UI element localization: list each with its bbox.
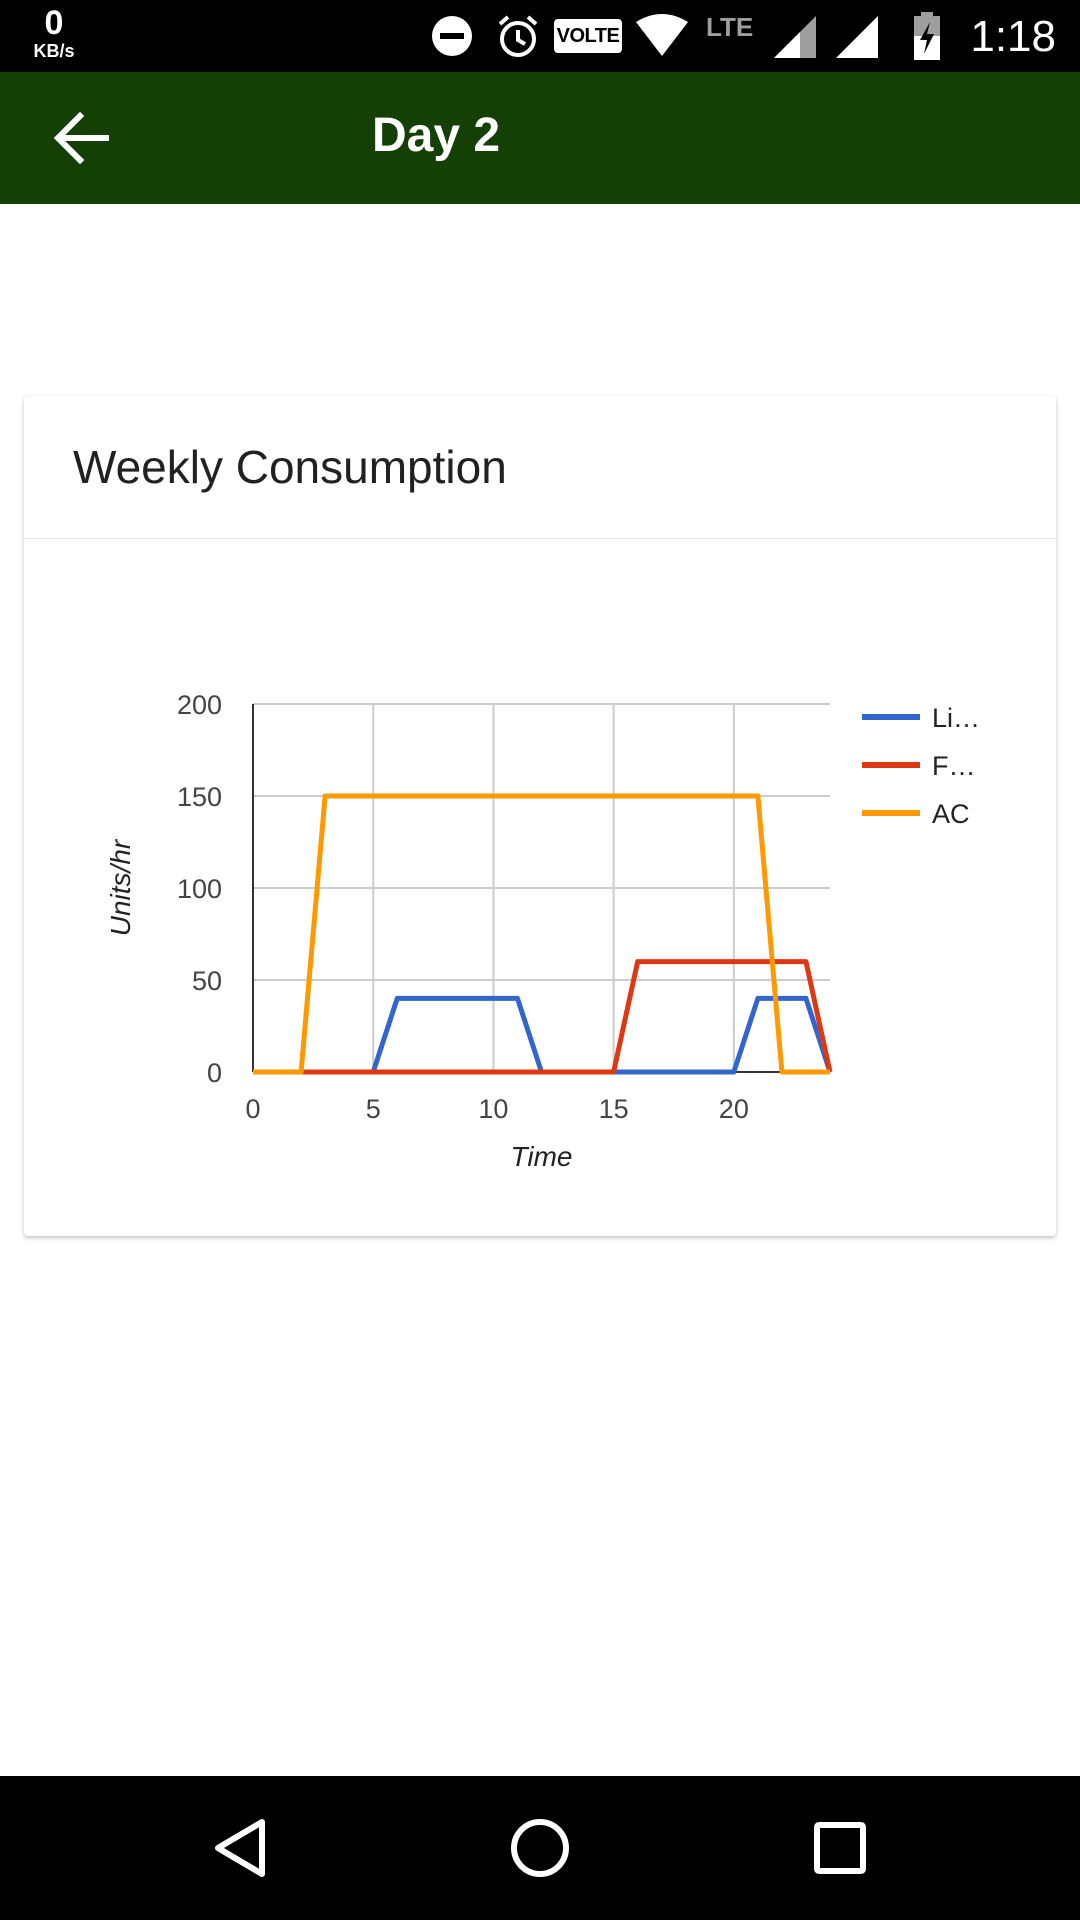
x-tick-label: 5 <box>366 1094 381 1124</box>
x-axis-title: Time <box>511 1141 573 1172</box>
alarm-icon <box>498 15 538 57</box>
y-tick-label: 150 <box>177 782 222 812</box>
app-bar: Day 2 <box>0 72 1080 204</box>
x-tick-label: 0 <box>245 1094 260 1124</box>
series-line-0 <box>253 995 833 1075</box>
x-tick-label: 10 <box>478 1094 508 1124</box>
battery-charging-icon <box>914 12 940 60</box>
network-speed: 0 KB/s <box>26 6 82 60</box>
network-speed-unit: KB/s <box>33 41 75 61</box>
status-bar: 0 KB/s VOLTE LTE 1:18 <box>0 0 1080 72</box>
nav-back-button[interactable] <box>190 1800 290 1896</box>
y-tick-label: 100 <box>177 874 222 904</box>
network-speed-value: 0 <box>44 4 64 42</box>
nav-home-icon <box>511 1819 569 1877</box>
card-header: Weekly Consumption <box>24 396 1056 539</box>
do-not-disturb-icon <box>432 16 472 56</box>
y-axis-title: Units/hr <box>105 838 136 936</box>
nav-back-icon <box>215 1819 265 1877</box>
nav-recents-button[interactable] <box>790 1800 890 1896</box>
x-tick-label: 20 <box>719 1094 749 1124</box>
navigation-bar <box>0 1776 1080 1920</box>
legend-label: AC <box>932 799 970 829</box>
signal-icon <box>836 16 878 58</box>
wifi-icon <box>636 14 688 56</box>
series-line-2 <box>253 793 830 1075</box>
arrow-back-icon <box>53 111 109 165</box>
series-line-1 <box>253 959 833 1075</box>
legend-label: F… <box>932 751 976 781</box>
back-button[interactable] <box>42 98 122 178</box>
status-clock: 1:18 <box>970 12 1056 61</box>
lte-indicator: LTE <box>706 12 754 42</box>
volte-icon: VOLTE <box>554 19 622 53</box>
signal-icon <box>774 16 816 58</box>
consumption-chart: 0 50 100 150 200 0 5 10 15 20 Time Units/hr Li… F… AC <box>105 690 980 1172</box>
card-title: Weekly Consumption <box>73 441 507 493</box>
nav-recents-icon <box>814 1822 866 1874</box>
y-tick-label: 50 <box>192 966 222 996</box>
legend-label: Li… <box>932 703 980 733</box>
y-tick-label: 200 <box>177 690 222 720</box>
y-tick-label: 0 <box>207 1058 222 1088</box>
consumption-card: Weekly Consumption 0 50 100 150 200 0 5 10 15 20 T… <box>24 396 1056 1236</box>
x-tick-label: 15 <box>599 1094 629 1124</box>
nav-home-button[interactable] <box>490 1800 590 1896</box>
page-title: Day 2 <box>372 109 501 162</box>
